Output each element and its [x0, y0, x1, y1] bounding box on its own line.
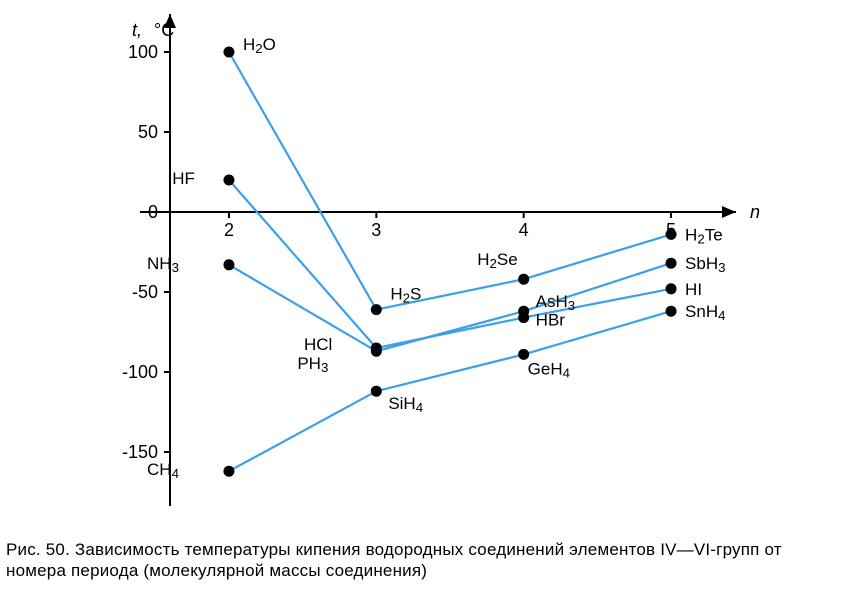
- svg-text:-150: -150: [122, 442, 158, 462]
- point-SiH₄: [371, 386, 382, 397]
- label-SnH4: SnH4: [685, 302, 725, 323]
- series-group-IV: [229, 311, 671, 471]
- point-SbH₃: [666, 258, 677, 269]
- point-H₂S: [371, 304, 382, 315]
- point-HI: [666, 283, 677, 294]
- svg-text:-100: -100: [122, 362, 158, 382]
- svg-text:100: 100: [128, 42, 158, 62]
- point-PH₃: [371, 346, 382, 357]
- label-HCl: HCl: [304, 335, 332, 354]
- point-HF: [223, 175, 234, 186]
- point-GeH₄: [518, 349, 529, 360]
- point-NH₃: [223, 259, 234, 270]
- label-H2S: H2S: [390, 285, 421, 306]
- label-H2Te: H2Te: [685, 225, 723, 246]
- point-H₂Te: [666, 229, 677, 240]
- series-group-VII: [229, 180, 671, 348]
- series-group-VI: [229, 52, 671, 310]
- svg-text:50: 50: [138, 122, 158, 142]
- label-H2O: H2O: [243, 35, 276, 56]
- boiling-point-chart: t,°Cn-150-100-500501002345H2OH2SH2SeH2Te…: [0, 0, 846, 540]
- label-HBr: HBr: [536, 311, 566, 330]
- point-AsH₃: [518, 306, 529, 317]
- label-H2Se: H2Se: [477, 250, 517, 271]
- label-SbH3: SbH3: [685, 254, 725, 275]
- label-HF: HF: [172, 169, 195, 188]
- point-SnH₄: [666, 306, 677, 317]
- svg-text:°C: °C: [154, 20, 174, 40]
- svg-text:n: n: [750, 202, 760, 222]
- svg-text:3: 3: [371, 220, 381, 240]
- svg-text:4: 4: [519, 220, 529, 240]
- point-H₂O: [223, 47, 234, 58]
- svg-text:2: 2: [224, 220, 234, 240]
- label-SiH4: SiH4: [388, 394, 423, 415]
- label-GeH4: GeH4: [528, 359, 570, 380]
- chart-container: t,°Cn-150-100-500501002345H2OH2SH2SeH2Te…: [0, 0, 846, 589]
- svg-text:t,: t,: [132, 20, 142, 40]
- label-HI: HI: [685, 280, 702, 299]
- figure-caption: Рис. 50. Зависимость температуры кипения…: [6, 539, 826, 582]
- series-group-V: [229, 263, 671, 351]
- label-PH3: PH3: [297, 354, 328, 375]
- svg-text:0: 0: [148, 202, 158, 222]
- label-CH4: CH4: [147, 460, 179, 481]
- point-H₂Se: [518, 274, 529, 285]
- point-CH₄: [223, 466, 234, 477]
- label-NH3: NH3: [147, 254, 179, 275]
- svg-text:-50: -50: [132, 282, 158, 302]
